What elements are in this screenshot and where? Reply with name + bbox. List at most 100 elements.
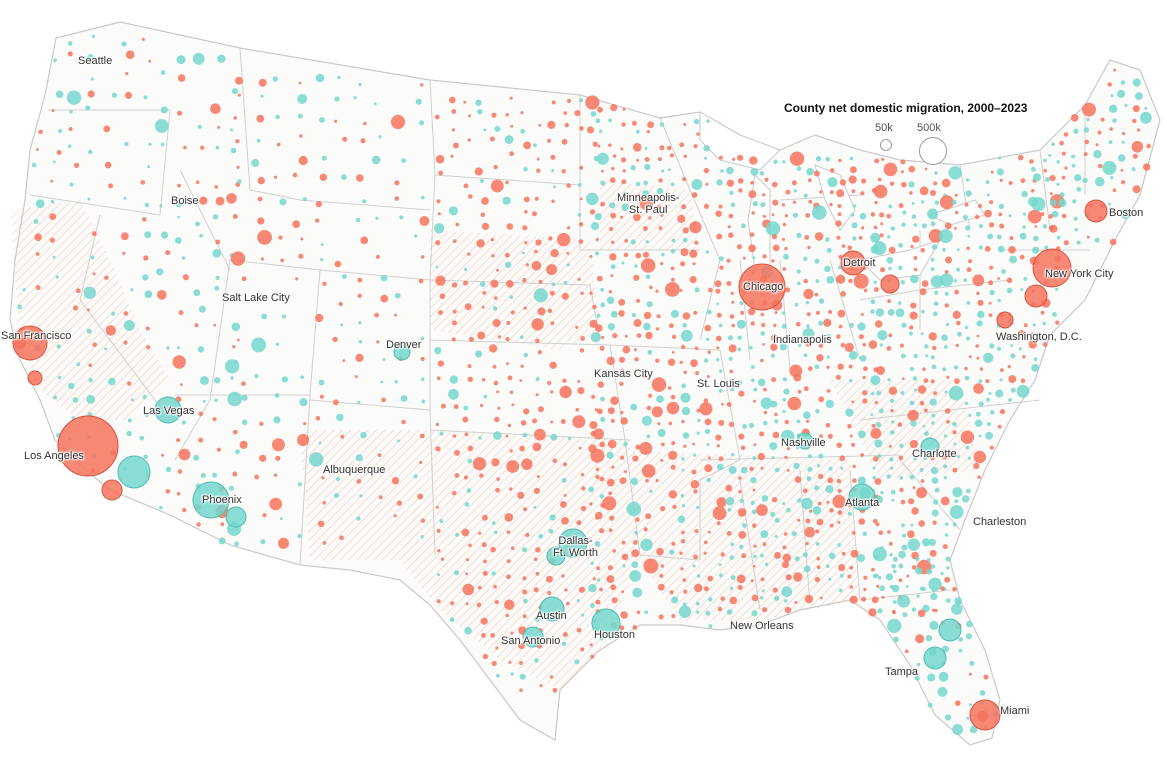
- county-dot: [620, 215, 623, 219]
- county-dot: [694, 240, 699, 245]
- county-dot: [477, 109, 483, 115]
- county-dot: [420, 195, 425, 200]
- county-dot: [802, 488, 808, 494]
- county-dot: [271, 438, 285, 452]
- county-dot: [829, 202, 833, 207]
- county-dot: [907, 530, 915, 538]
- county-dot: [941, 178, 951, 188]
- county-dot: [600, 396, 605, 402]
- county-dot: [449, 617, 455, 622]
- county-dot: [829, 508, 834, 513]
- county-dot: [906, 574, 910, 578]
- county-dot: [534, 428, 546, 441]
- county-dot: [934, 487, 940, 493]
- county-dot: [362, 199, 367, 204]
- county-dot: [524, 210, 528, 214]
- county-dot: [195, 180, 200, 185]
- county-dot: [600, 287, 604, 292]
- county-dot: [803, 278, 808, 284]
- county-dot: [567, 436, 572, 441]
- county-dot: [853, 273, 869, 289]
- county-dot: [505, 180, 509, 185]
- city-label-minneapolis: Minneapolis- St. Paul: [617, 192, 679, 216]
- county-dot: [690, 359, 698, 367]
- county-dot: [694, 287, 700, 293]
- county-dot: [898, 563, 904, 569]
- county-dot: [492, 364, 497, 369]
- county-dot: [611, 167, 615, 171]
- county-dot: [796, 419, 801, 424]
- county-dot: [913, 388, 917, 392]
- city-label-san-antonio: San Antonio: [501, 635, 561, 647]
- county-dot: [1108, 202, 1111, 206]
- county-dot: [979, 367, 984, 371]
- county-dot: [732, 157, 736, 161]
- county-dot: [826, 355, 830, 359]
- county-dot: [876, 573, 879, 577]
- county-dot: [417, 493, 424, 500]
- county-dot: [728, 335, 733, 341]
- county-dot: [956, 320, 961, 326]
- county-dot: [737, 347, 742, 352]
- county-dot: [438, 170, 443, 176]
- county-dot: [989, 222, 995, 228]
- county-dot: [481, 378, 486, 382]
- county-dot: [281, 314, 286, 319]
- county-dot: [504, 599, 515, 610]
- county-dot: [752, 523, 757, 528]
- county-dot: [704, 324, 712, 332]
- county-dot: [596, 313, 601, 318]
- county-dot: [892, 610, 896, 615]
- county-dot: [955, 700, 961, 706]
- county-dot: [148, 59, 152, 63]
- county-dot: [1132, 105, 1140, 113]
- county-dot: [827, 177, 838, 188]
- county-dot: [849, 379, 853, 383]
- county-dot: [468, 194, 473, 199]
- county-dot: [537, 350, 543, 355]
- county-dot: [215, 239, 221, 245]
- county-dot: [719, 256, 724, 261]
- county-dot: [611, 465, 615, 469]
- county-dot: [50, 179, 54, 183]
- county-dot: [729, 314, 735, 319]
- county-dot: [718, 204, 723, 209]
- county-dot: [944, 303, 949, 308]
- county-dot: [895, 308, 905, 318]
- county-dot: [546, 264, 558, 276]
- county-dot: [523, 196, 530, 203]
- county-dot: [566, 263, 570, 267]
- county-dot: [826, 334, 831, 339]
- county-dot: [643, 558, 659, 574]
- county-dot: [863, 366, 868, 372]
- county-dot: [807, 178, 812, 183]
- county-dot: [74, 162, 80, 168]
- county-dot: [857, 554, 866, 562]
- county-dot: [738, 531, 747, 539]
- county-dot: [580, 505, 587, 512]
- county-dot: [699, 402, 713, 416]
- county-dot: [954, 193, 958, 197]
- county-dot: [656, 187, 664, 195]
- county-dot: [716, 233, 723, 240]
- county-dot: [925, 354, 929, 358]
- county-dot: [716, 463, 724, 471]
- county-dot: [342, 136, 348, 142]
- county-dot: [633, 319, 642, 327]
- county-dot: [736, 574, 746, 584]
- county-dot: [848, 364, 853, 369]
- county-dot: [609, 253, 617, 261]
- county-dot: [381, 397, 387, 403]
- county-dot: [952, 522, 957, 527]
- county-dot: [956, 455, 960, 458]
- county-dot: [836, 334, 841, 339]
- county-dot: [964, 325, 969, 330]
- county-dot: [782, 545, 787, 550]
- county-dot: [180, 383, 183, 386]
- county-dot: [536, 168, 541, 173]
- county-dot: [957, 331, 962, 337]
- county-dot: [850, 166, 857, 174]
- county-dot: [779, 343, 787, 351]
- county-dot: [928, 332, 937, 341]
- county-dot: [480, 403, 484, 408]
